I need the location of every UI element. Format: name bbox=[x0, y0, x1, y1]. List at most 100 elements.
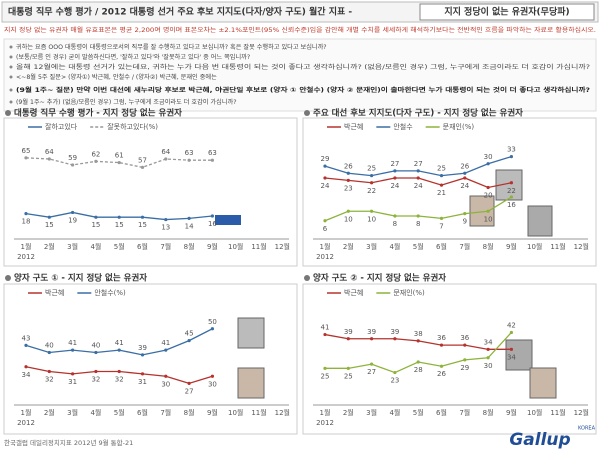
year-label: 2012 bbox=[316, 253, 334, 261]
bullet bbox=[9, 88, 13, 92]
bullet bbox=[9, 65, 13, 69]
data-label: 25 bbox=[321, 372, 330, 380]
x-tick-label: 2월 bbox=[44, 408, 55, 417]
data-label: 28 bbox=[414, 366, 423, 374]
highlight-box bbox=[419, 3, 595, 21]
point bbox=[370, 174, 374, 178]
x-tick-label: 2월 bbox=[343, 408, 354, 417]
point bbox=[140, 165, 145, 169]
point bbox=[509, 195, 513, 199]
point bbox=[509, 347, 513, 351]
x-tick-label: 6월 bbox=[436, 408, 447, 417]
photo bbox=[505, 339, 533, 371]
x-tick-label: 3월 bbox=[67, 242, 78, 251]
x-tick-label: 11월 bbox=[251, 408, 266, 417]
bullet bbox=[9, 100, 13, 104]
data-label: 63 bbox=[185, 149, 194, 157]
data-label: 32 bbox=[45, 376, 54, 384]
point bbox=[117, 369, 121, 374]
point bbox=[439, 364, 444, 368]
title-bullet bbox=[304, 110, 310, 116]
footer: 한국갤럽 데일리정치지표 2012년 9월 통합-21 bbox=[4, 438, 133, 447]
x-tick-label: 4월 bbox=[389, 408, 400, 417]
point bbox=[164, 348, 168, 352]
x-tick-label: 5월 bbox=[114, 242, 125, 251]
chart-title: 양자 구도 ② - 지지 정당 없는 유권자 bbox=[313, 273, 446, 284]
x-tick-label: 7월 bbox=[459, 242, 470, 251]
x-tick-label: 10월 bbox=[527, 408, 542, 417]
point bbox=[393, 176, 397, 180]
x-tick-label: 4월 bbox=[90, 408, 101, 417]
data-label: 41 bbox=[321, 324, 330, 332]
point bbox=[94, 215, 98, 219]
point bbox=[370, 337, 374, 341]
x-tick-label: 1월 bbox=[320, 242, 331, 251]
data-label: 36 bbox=[460, 334, 469, 342]
legend-label: 박근혜 bbox=[344, 122, 363, 131]
data-label: 13 bbox=[161, 224, 170, 232]
point bbox=[346, 178, 350, 182]
point bbox=[117, 348, 121, 352]
data-label: 41 bbox=[115, 339, 124, 347]
point bbox=[439, 343, 444, 347]
chart-title: 대통령 직무 수행 평가 - 지지 정당 없는 유권자 bbox=[14, 108, 182, 119]
x-tick-label: 1월 bbox=[21, 408, 32, 417]
data-label: 10 bbox=[367, 215, 376, 223]
data-label: 30 bbox=[208, 380, 217, 388]
data-label: 15 bbox=[45, 221, 54, 229]
data-label: 27 bbox=[390, 160, 399, 168]
point bbox=[140, 372, 145, 376]
data-label: 8 bbox=[416, 220, 420, 228]
x-tick-label: 5월 bbox=[114, 408, 125, 417]
data-label: 39 bbox=[138, 344, 147, 352]
point bbox=[463, 176, 467, 180]
data-label: 26 bbox=[344, 162, 353, 170]
point bbox=[346, 171, 350, 175]
point bbox=[486, 356, 490, 360]
point bbox=[47, 215, 51, 219]
data-label: 33 bbox=[507, 146, 516, 154]
data-label: 61 bbox=[115, 152, 124, 160]
point bbox=[164, 374, 168, 378]
point bbox=[416, 169, 420, 173]
data-label: 6 bbox=[323, 225, 328, 233]
icon bbox=[215, 215, 241, 225]
data-label: 19 bbox=[68, 216, 77, 224]
x-tick-label: 6월 bbox=[137, 408, 148, 417]
x-tick-label: 2월 bbox=[44, 242, 55, 251]
point bbox=[463, 212, 467, 216]
point bbox=[370, 209, 374, 213]
series-line bbox=[25, 157, 213, 168]
point bbox=[164, 157, 168, 161]
point bbox=[393, 370, 397, 375]
data-label: 30 bbox=[484, 153, 493, 161]
question: <~8월 5주 질문> (양자①) 박근혜, 안철수 / (양자②) 박근혜, … bbox=[16, 73, 217, 81]
data-label: 25 bbox=[367, 165, 376, 173]
data-label: 16 bbox=[507, 201, 516, 209]
point bbox=[486, 162, 490, 166]
x-tick-label: 8월 bbox=[483, 242, 494, 251]
x-tick-label: 8월 bbox=[483, 408, 494, 417]
point bbox=[393, 214, 397, 218]
header-title: 대통령 직무 수행 평가 / 2012 대통령 선거 주요 후보 지지도(다자/… bbox=[8, 6, 352, 18]
x-tick-label: 7월 bbox=[459, 408, 470, 417]
point bbox=[323, 164, 327, 168]
point bbox=[24, 343, 28, 347]
x-tick-label: 3월 bbox=[366, 408, 377, 417]
data-label: 22 bbox=[507, 187, 516, 195]
data-label: 29 bbox=[321, 155, 330, 163]
x-tick-label: 3월 bbox=[366, 242, 377, 251]
data-label: 40 bbox=[91, 342, 100, 350]
panel bbox=[302, 283, 597, 435]
point bbox=[346, 366, 350, 370]
point bbox=[187, 339, 191, 343]
title-bullet bbox=[5, 110, 11, 116]
data-label: 8 bbox=[393, 220, 397, 228]
point bbox=[370, 181, 374, 185]
data-label: 31 bbox=[68, 378, 77, 386]
point bbox=[416, 176, 420, 180]
x-tick-label: 5월 bbox=[413, 408, 424, 417]
data-label: 50 bbox=[208, 318, 217, 326]
data-label: 30 bbox=[484, 362, 493, 370]
